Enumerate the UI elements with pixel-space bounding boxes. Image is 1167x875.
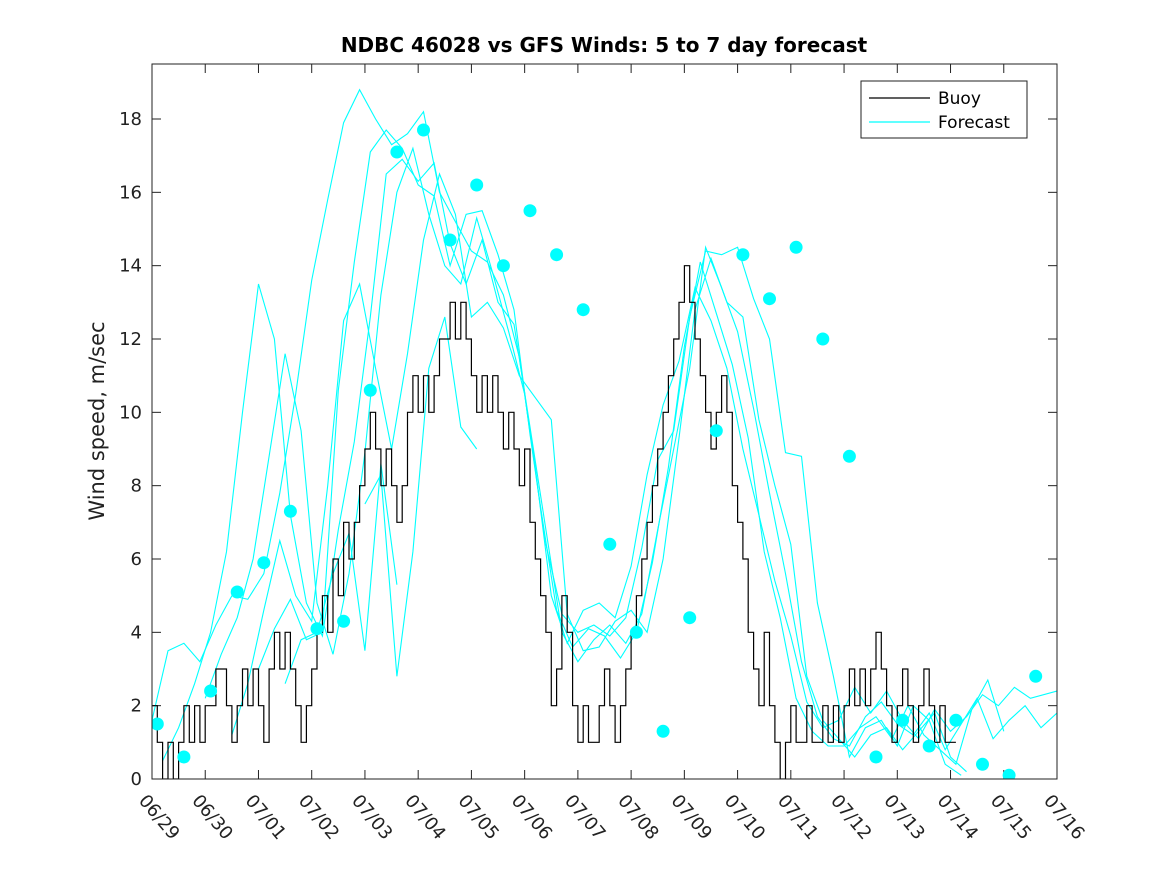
forecast-marker xyxy=(310,622,324,636)
forecast-marker xyxy=(789,240,803,254)
forecast-marker xyxy=(417,123,430,137)
forecast-marker xyxy=(949,713,963,727)
forecast-marker xyxy=(603,537,617,551)
forecast-marker xyxy=(177,750,191,764)
y-tick-label: 16 xyxy=(119,182,142,203)
chart-title: NDBC 46028 vs GFS Winds: 5 to 7 day fore… xyxy=(341,33,868,57)
forecast-marker xyxy=(763,292,776,306)
forecast-marker xyxy=(443,233,457,247)
forecast-markers xyxy=(152,123,1043,779)
legend-forecast-label: Forecast xyxy=(938,113,1010,133)
forecast-marker xyxy=(922,739,936,753)
y-tick-label: 2 xyxy=(131,696,142,717)
forecast-line-2 xyxy=(162,158,1057,761)
plot-area xyxy=(152,88,1057,779)
forecast-marker xyxy=(152,717,164,731)
axes-box xyxy=(151,63,1058,780)
forecast-marker xyxy=(337,614,351,628)
legend-buoy-label: Buoy xyxy=(938,89,981,109)
y-tick-label: 12 xyxy=(119,329,142,350)
y-tick-label: 0 xyxy=(131,769,142,790)
forecast-marker xyxy=(656,724,670,738)
y-tick-label: 8 xyxy=(131,476,142,497)
forecast-marker xyxy=(204,684,218,698)
forecast-line-7 xyxy=(364,316,478,677)
forecast-marker xyxy=(470,178,484,192)
forecast-marker xyxy=(363,383,377,397)
y-tick-label: 4 xyxy=(131,622,142,643)
forecast-lines xyxy=(152,88,1057,776)
forecast-line-4 xyxy=(231,172,967,773)
y-tick-label: 10 xyxy=(119,402,142,423)
y-axis-label: Wind speed, m/sec xyxy=(85,321,109,520)
y-tick-label: 18 xyxy=(119,109,142,130)
forecast-marker xyxy=(842,449,856,463)
forecast-line-6 xyxy=(284,463,398,684)
forecast-marker xyxy=(390,145,404,159)
forecast-marker xyxy=(576,303,590,317)
y-tick-label: 14 xyxy=(119,256,142,277)
legend: Buoy Forecast xyxy=(860,80,1028,139)
forecast-marker xyxy=(283,504,297,518)
forecast-marker xyxy=(869,750,883,764)
forecast-marker xyxy=(550,248,564,262)
y-tick-label: 6 xyxy=(131,549,142,570)
forecast-marker xyxy=(816,332,830,346)
y-axis-ticks: 0 2 4 6 8 10 12 14 16 18 xyxy=(119,109,1057,790)
forecast-marker xyxy=(683,611,697,625)
forecast-marker xyxy=(629,625,643,639)
forecast-marker xyxy=(230,585,244,599)
legend-box xyxy=(860,80,1028,139)
forecast-marker xyxy=(496,259,510,273)
forecast-marker xyxy=(523,204,537,218)
forecast-marker xyxy=(736,248,750,262)
forecast-line-3 xyxy=(204,146,1005,766)
forecast-marker xyxy=(709,424,723,438)
forecast-marker xyxy=(976,757,989,771)
forecast-marker xyxy=(1002,768,1016,779)
buoy-series-line xyxy=(152,265,956,779)
forecast-marker xyxy=(257,556,271,570)
forecast-marker xyxy=(1029,669,1043,683)
forecast-marker xyxy=(896,713,910,727)
